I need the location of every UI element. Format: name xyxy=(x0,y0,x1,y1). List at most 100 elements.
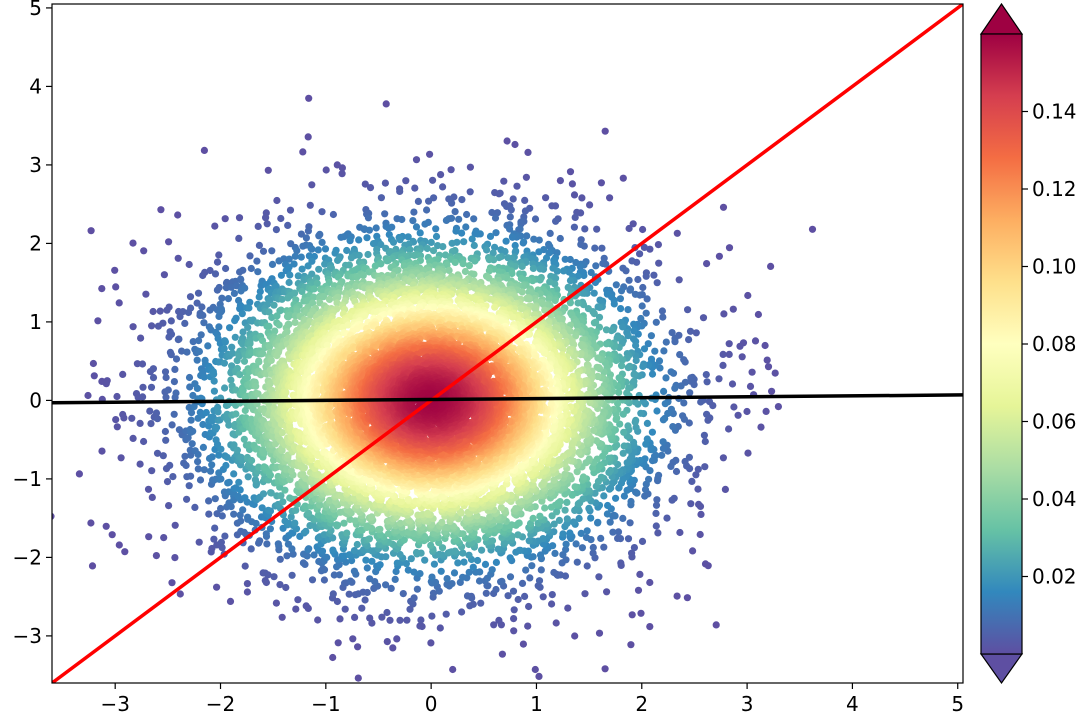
scatter-point xyxy=(236,371,244,379)
scatter-point xyxy=(626,286,634,294)
scatter-point xyxy=(221,532,229,540)
scatter-point xyxy=(204,342,212,350)
scatter-point xyxy=(168,421,176,429)
scatter-point xyxy=(509,195,517,203)
scatter-point xyxy=(239,340,247,348)
scatter-point xyxy=(314,616,322,624)
scatter-point xyxy=(98,285,106,293)
scatter-point xyxy=(764,363,773,371)
scatter-point xyxy=(435,539,443,547)
scatter-point xyxy=(84,391,92,400)
scatter-point xyxy=(522,173,531,181)
scatter-point xyxy=(322,166,330,174)
scatter-point xyxy=(212,436,220,444)
scatter-point xyxy=(460,238,468,246)
scatter-point xyxy=(686,327,695,335)
scatter-point xyxy=(310,285,318,293)
scatter-point xyxy=(579,301,588,309)
scatter-point xyxy=(491,243,499,251)
scatter-point xyxy=(494,545,502,553)
scatter-point xyxy=(244,473,252,481)
scatter-point xyxy=(576,263,584,271)
scatter-point xyxy=(215,251,223,259)
scatter-point xyxy=(619,475,627,483)
scatter-point xyxy=(627,497,635,506)
scatter-point xyxy=(662,374,670,382)
scatter-point xyxy=(651,347,659,355)
scatter-point xyxy=(474,230,482,238)
scatter-point xyxy=(620,442,628,450)
scatter-point xyxy=(351,517,359,525)
scatter-point xyxy=(313,279,321,287)
scatter-point xyxy=(653,407,661,415)
scatter-point xyxy=(413,585,421,593)
scatter-point xyxy=(423,244,431,253)
scatter-point xyxy=(334,639,342,647)
scatter-point xyxy=(528,562,536,570)
scatter-point xyxy=(514,595,522,604)
scatter-point xyxy=(486,232,495,240)
scatter-point xyxy=(396,550,404,559)
scatter-point xyxy=(221,215,229,223)
scatter-point xyxy=(365,535,373,543)
scatter-point xyxy=(178,347,186,355)
scatter-point xyxy=(183,348,191,356)
scatter-point xyxy=(263,540,271,548)
scatter-point xyxy=(264,166,272,174)
scatter-point xyxy=(566,255,574,264)
scatter-point xyxy=(491,214,500,222)
scatter-point xyxy=(276,555,284,563)
scatter-point xyxy=(623,459,631,467)
scatter-point xyxy=(526,574,534,582)
scatter-point xyxy=(630,327,638,335)
scatter-point xyxy=(366,575,374,583)
scatter-point xyxy=(261,569,269,577)
scatter-point xyxy=(329,546,337,554)
scatter-point xyxy=(725,340,733,348)
scatter-point xyxy=(193,299,201,307)
scatter-point xyxy=(358,604,366,612)
scatter-point xyxy=(553,267,561,275)
scatter-point xyxy=(569,518,578,526)
scatter-point xyxy=(233,446,241,454)
scatter-point xyxy=(562,540,570,548)
scatter-point xyxy=(171,554,179,562)
scatter-point xyxy=(430,560,438,568)
scatter-point xyxy=(448,199,456,207)
scatter-point xyxy=(631,418,639,426)
scatter-point xyxy=(550,568,558,577)
scatter-point xyxy=(730,403,738,411)
scatter-point xyxy=(87,227,95,235)
scatter-point xyxy=(210,387,218,395)
scatter-point xyxy=(189,427,197,435)
scatter-point xyxy=(566,529,574,537)
scatter-point xyxy=(604,501,612,510)
scatter-point xyxy=(659,313,667,321)
scatter-point xyxy=(610,300,618,308)
scatter-point xyxy=(465,568,473,576)
scatter-point xyxy=(587,268,595,277)
scatter-point xyxy=(546,229,554,237)
scatter-point xyxy=(235,234,243,242)
scatter-point xyxy=(308,245,316,253)
scatter-point xyxy=(585,504,593,512)
scatter-point xyxy=(421,220,429,228)
scatter-point xyxy=(429,589,438,597)
scatter-point xyxy=(176,313,184,321)
scatter-point xyxy=(488,566,496,574)
scatter-point xyxy=(681,457,689,466)
scatter-point xyxy=(555,516,564,525)
scatter-point xyxy=(382,100,390,108)
scatter-point xyxy=(535,236,543,244)
scatter-point xyxy=(294,596,302,604)
scatter-point xyxy=(638,302,646,310)
scatter-point xyxy=(215,312,223,320)
scatter-point xyxy=(239,506,247,514)
scatter-point xyxy=(220,345,228,353)
scatter-point xyxy=(761,341,769,350)
scatter-point xyxy=(521,196,529,204)
scatter-point xyxy=(650,271,658,279)
scatter-point xyxy=(595,629,604,637)
scatter-point xyxy=(214,408,222,416)
